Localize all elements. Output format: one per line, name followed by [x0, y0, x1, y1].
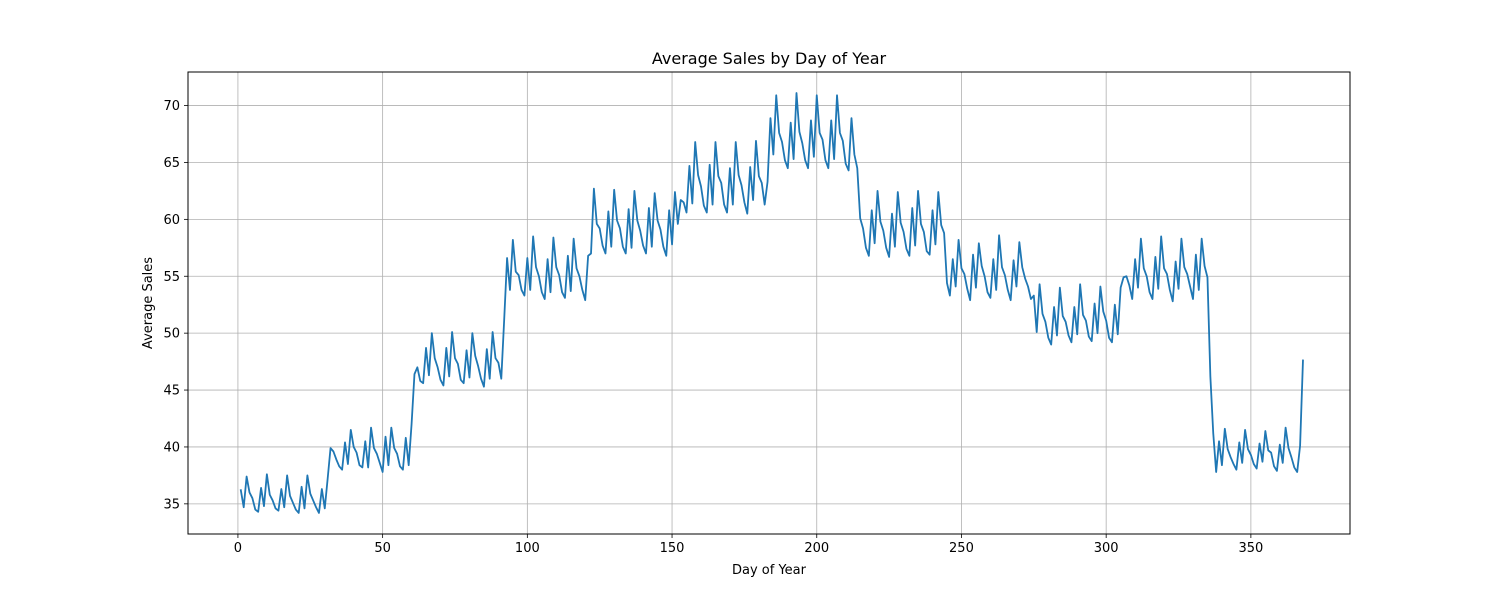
y-tick-label: 70 — [163, 99, 180, 114]
y-axis-label: Average Sales — [141, 257, 156, 349]
x-tick-label: 250 — [949, 541, 974, 556]
chart-title: Average Sales by Day of Year — [652, 49, 887, 68]
y-tick-label: 65 — [163, 156, 180, 171]
x-tick-label: 0 — [234, 541, 242, 556]
x-tick-label: 350 — [1238, 541, 1263, 556]
x-tick-label: 100 — [515, 541, 540, 556]
x-tick-label: 50 — [374, 541, 391, 556]
y-tick-label: 45 — [163, 384, 180, 399]
x-tick-label: 150 — [660, 541, 685, 556]
y-tick-label: 50 — [163, 327, 180, 342]
y-tick-label: 40 — [163, 440, 180, 455]
axis-ticks: 0 50 100 150 200 250 300 350 35 40 45 50 55 60 65 70 — [163, 99, 1263, 556]
plot-frame — [187, 71, 1351, 535]
y-tick-label: 60 — [163, 213, 180, 228]
x-axis-label: Day of Year — [732, 563, 807, 578]
x-tick-label: 200 — [804, 541, 829, 556]
series-line — [239, 92, 1304, 514]
y-tick-label: 35 — [163, 497, 180, 512]
y-tick-label: 55 — [163, 270, 180, 285]
x-tick-label: 300 — [1094, 541, 1119, 556]
